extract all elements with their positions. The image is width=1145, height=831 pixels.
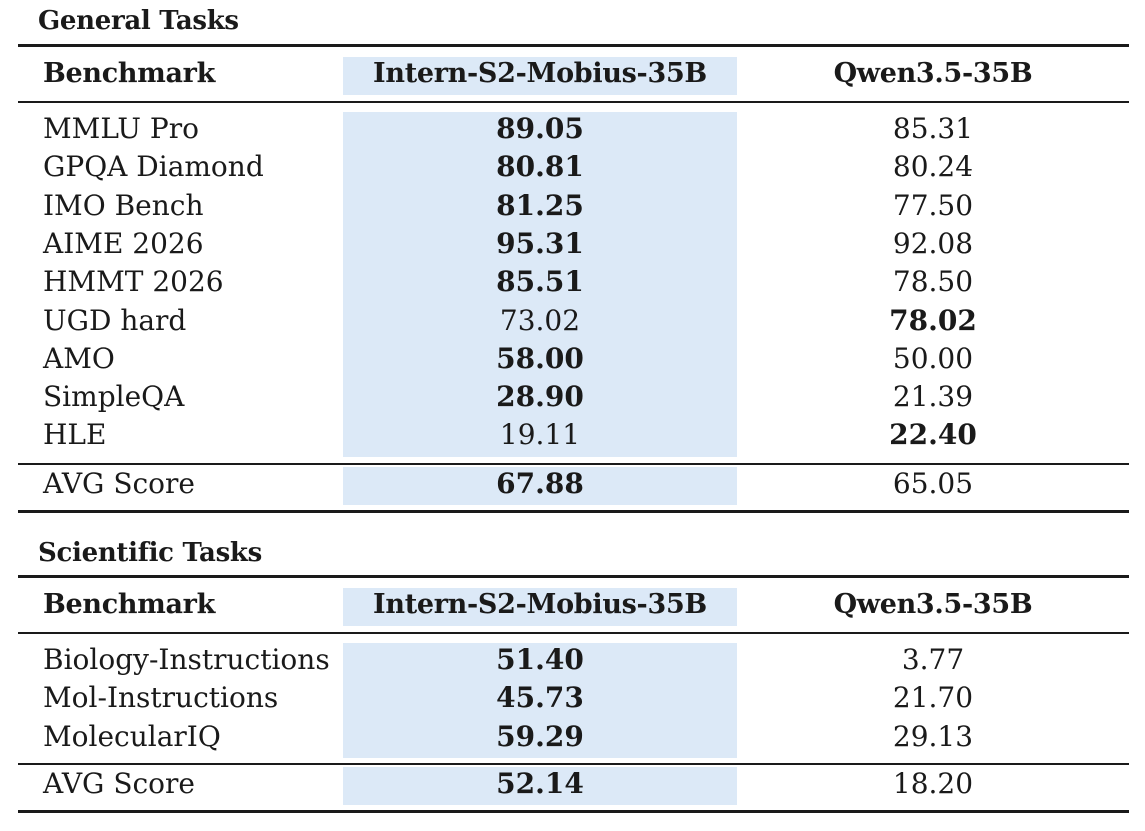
benchmark-name: IMO Bench xyxy=(43,188,204,222)
bottom-rule xyxy=(18,510,1129,513)
bottom-rule xyxy=(18,810,1129,813)
intern-avg-score: 52.14 xyxy=(496,767,584,800)
qwen-score: 21.39 xyxy=(892,380,974,414)
qwen-score: 29.13 xyxy=(892,719,974,753)
avg-rule xyxy=(18,763,1129,765)
header-benchmark: Benchmark xyxy=(43,589,215,620)
intern-score: 45.73 xyxy=(496,681,584,715)
intern-column-highlight-header xyxy=(343,57,737,95)
qwen-avg-score: 65.05 xyxy=(892,467,974,500)
intern-score: 80.81 xyxy=(496,150,584,184)
benchmark-name: AMO xyxy=(43,341,115,375)
intern-column-highlight-body xyxy=(343,643,737,758)
general-tasks-table: General Tasks Benchmark Intern-S2-Mobius… xyxy=(18,0,1129,520)
qwen-score: 78.02 xyxy=(889,303,977,337)
general-tasks-title: General Tasks xyxy=(38,6,239,36)
header-qwen: Qwen3.5-35B xyxy=(833,589,1033,620)
scientific-tasks-title: Scientific Tasks xyxy=(38,538,262,568)
header-rule xyxy=(18,101,1129,103)
scientific-tasks-table: Scientific Tasks Benchmark Intern-S2-Mob… xyxy=(18,531,1129,821)
intern-avg-score: 67.88 xyxy=(496,467,584,500)
intern-score: 95.31 xyxy=(496,226,584,260)
benchmark-name: MMLU Pro xyxy=(43,112,199,145)
intern-column-highlight-avg xyxy=(343,767,737,805)
benchmark-name: Biology-Instructions xyxy=(43,643,330,676)
intern-score: 89.05 xyxy=(496,112,584,145)
benchmark-name: HLE xyxy=(43,418,107,452)
qwen-score: 77.50 xyxy=(892,188,974,222)
intern-score: 19.11 xyxy=(499,418,581,452)
qwen-score: 78.50 xyxy=(892,265,974,299)
benchmark-name: SimpleQA xyxy=(43,380,185,414)
intern-column-highlight-avg xyxy=(343,467,737,505)
qwen-score: 21.70 xyxy=(892,681,974,715)
benchmark-name: AIME 2026 xyxy=(43,226,204,260)
top-rule xyxy=(18,575,1129,578)
header-benchmark: Benchmark xyxy=(43,58,215,89)
qwen-score: 50.00 xyxy=(892,341,974,375)
qwen-score: 80.24 xyxy=(892,150,974,184)
qwen-score: 92.08 xyxy=(892,226,974,260)
qwen-score: 3.77 xyxy=(901,643,965,676)
intern-score: 28.90 xyxy=(496,380,584,414)
header-intern: Intern-S2-Mobius-35B xyxy=(373,589,707,620)
intern-score: 59.29 xyxy=(496,719,584,753)
intern-score: 73.02 xyxy=(499,303,581,337)
top-rule xyxy=(18,44,1129,47)
intern-column-highlight-header xyxy=(343,588,737,626)
intern-score: 85.51 xyxy=(496,265,584,299)
qwen-score: 85.31 xyxy=(892,112,974,145)
qwen-avg-score: 18.20 xyxy=(892,767,974,800)
intern-score: 81.25 xyxy=(496,188,584,222)
intern-column-highlight-body xyxy=(343,112,737,457)
avg-rule xyxy=(18,463,1129,465)
benchmark-name: Mol-Instructions xyxy=(43,681,279,715)
benchmark-name: MolecularIQ xyxy=(43,719,221,753)
avg-label: AVG Score xyxy=(43,767,195,800)
benchmark-name: HMMT 2026 xyxy=(43,265,224,299)
qwen-score: 22.40 xyxy=(889,418,977,452)
header-rule xyxy=(18,632,1129,634)
avg-label: AVG Score xyxy=(43,467,195,500)
header-intern: Intern-S2-Mobius-35B xyxy=(373,58,707,89)
benchmark-name: UGD hard xyxy=(43,303,187,337)
header-qwen: Qwen3.5-35B xyxy=(833,58,1033,89)
intern-score: 58.00 xyxy=(496,341,584,375)
benchmark-name: GPQA Diamond xyxy=(43,150,264,184)
intern-score: 51.40 xyxy=(496,643,584,676)
